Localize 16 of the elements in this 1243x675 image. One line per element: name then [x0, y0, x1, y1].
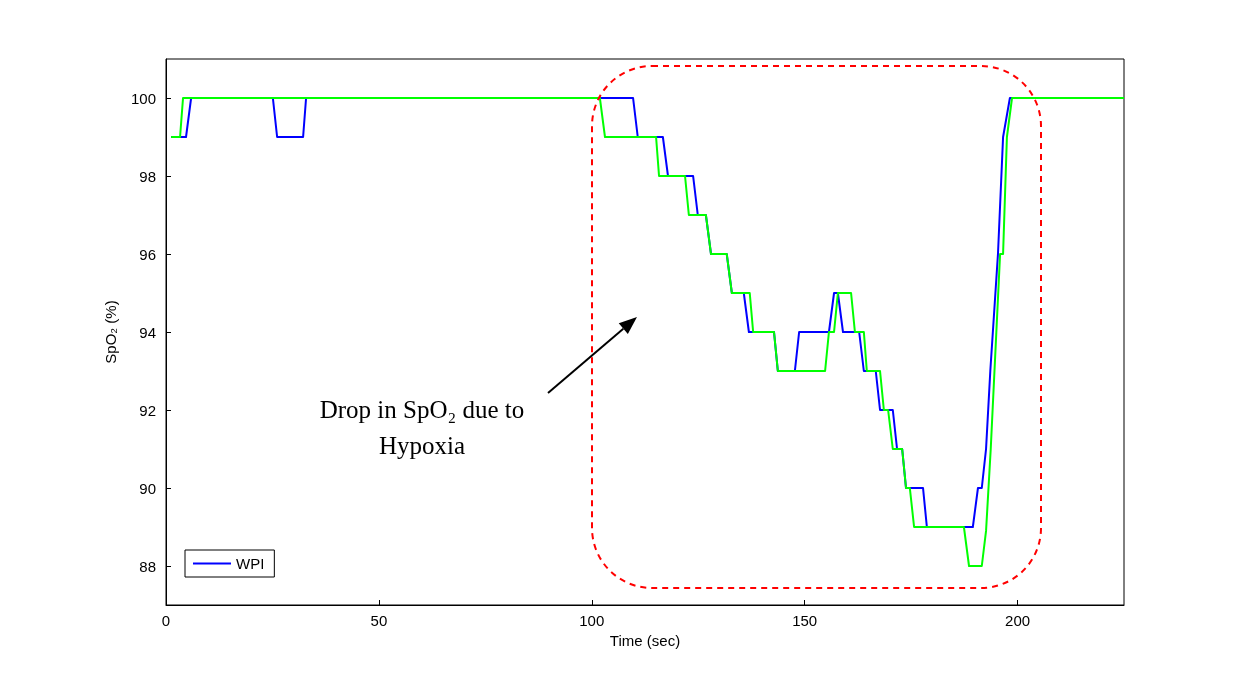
y-tick-label: 94	[139, 323, 156, 341]
y-tick-label: 90	[139, 479, 156, 497]
x-tick-label: 150	[792, 612, 818, 629]
y-tick-label: 98	[139, 167, 156, 185]
y-tick-label: 88	[139, 557, 156, 575]
y-tick-label: 100	[130, 89, 156, 107]
x-tick-label: 100	[579, 612, 605, 629]
x-axis-title: Time (sec)	[609, 631, 681, 649]
x-tick-label: 0	[161, 612, 171, 629]
y-axis-title: SpO₂ (%)	[102, 300, 119, 364]
y-tick-label: 92	[139, 401, 156, 419]
legend-label: WPI	[236, 555, 265, 572]
y-tick-label: 96	[139, 245, 156, 263]
x-tick-label: 50	[370, 612, 388, 629]
x-tick-label: 200	[1005, 612, 1031, 629]
annotation: Drop in SpO₂ due to Hypoxia	[318, 395, 526, 461]
